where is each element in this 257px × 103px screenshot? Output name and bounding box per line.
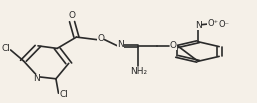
Text: N: N [33, 74, 40, 83]
Text: N: N [195, 21, 201, 30]
Text: N: N [117, 40, 124, 49]
Text: O⁻: O⁻ [218, 20, 229, 29]
Text: Cl: Cl [59, 90, 68, 99]
Text: O: O [170, 41, 177, 50]
Text: O⁺: O⁺ [207, 19, 218, 28]
Text: O: O [97, 34, 104, 43]
Text: Cl: Cl [1, 44, 10, 53]
Text: NH₂: NH₂ [131, 67, 148, 76]
Text: O: O [69, 11, 76, 20]
